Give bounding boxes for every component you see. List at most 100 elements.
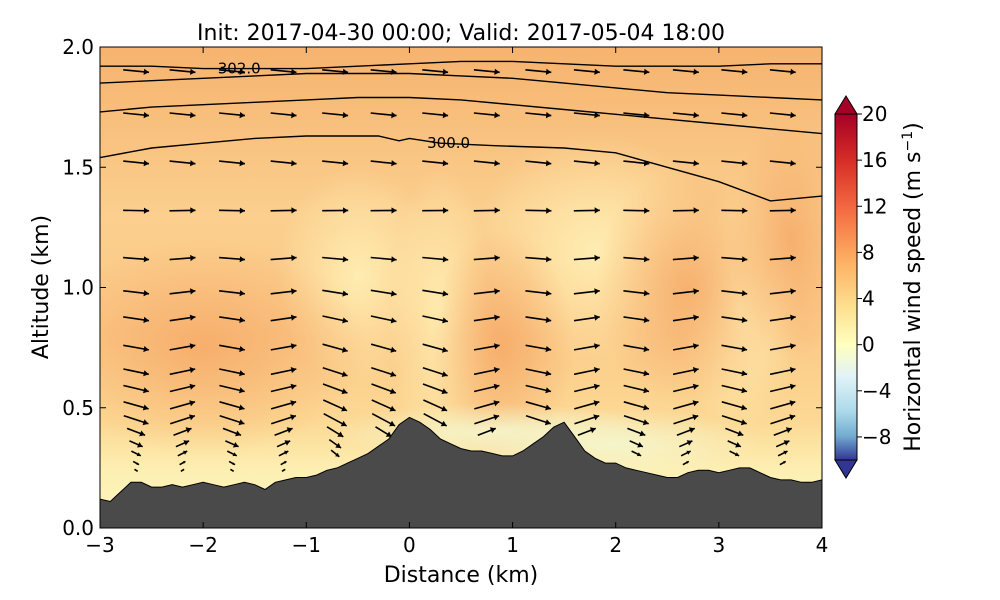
wind-arrow-head <box>143 207 150 214</box>
wind-arrow-head <box>693 207 699 214</box>
wind-arrow-head <box>789 367 796 374</box>
wind-arrow-head <box>546 256 552 263</box>
wind-arrow-head <box>790 160 796 167</box>
x-tick-label: 3 <box>712 533 725 557</box>
colorbar-label-superscript: −1 <box>900 131 916 152</box>
colorbar-tick-label: 12 <box>862 194 887 218</box>
wind-arrow-head <box>741 290 748 297</box>
potential-temperature-contours <box>100 60 822 202</box>
wind-arrow-head <box>790 343 796 350</box>
wind-arrow-head <box>494 314 500 321</box>
wind-arrow-head <box>291 160 297 167</box>
wind-arrow-head <box>239 256 245 263</box>
wind-arrow-head <box>643 387 649 394</box>
wind-arrow-head <box>389 388 396 395</box>
wind-arrow-head <box>190 254 196 262</box>
wind-arrow-head <box>594 207 600 214</box>
chart-title: Init: 2017-04-30 00:00; Valid: 2017-05-0… <box>197 21 725 46</box>
wind-arrow-head <box>693 112 699 119</box>
wind-arrow-head <box>391 256 397 263</box>
wind-arrow-head <box>441 388 448 395</box>
wind-arrow-head <box>290 343 297 350</box>
wind-arrow-head <box>692 383 699 390</box>
wind-arrow-head <box>343 207 349 214</box>
wind-arrow-head <box>493 400 500 407</box>
wind-arrow-head <box>239 346 245 353</box>
y-tick-label: 0.0 <box>62 516 94 540</box>
wind-arrow-head <box>693 254 699 262</box>
wind-arrow-head <box>335 442 341 448</box>
wind-arrow-head <box>545 316 552 323</box>
wind-arrow-head <box>189 383 196 390</box>
colorbar-tick-label: 0 <box>862 333 875 357</box>
wind-arrow-head <box>390 317 397 324</box>
wind-arrow-head <box>639 430 646 437</box>
wind-arrow-head <box>442 112 449 119</box>
plot-area: −3 −2 −1 0 1 2 3 4 0.0 0.5 1.0 1.5 2.0 302.0 300.0 <box>62 35 828 557</box>
wind-arrow-head <box>545 346 552 353</box>
x-axis: −3 −2 −1 0 1 2 3 4 <box>85 47 828 557</box>
wind-arrow-head <box>189 414 195 421</box>
wind-arrow-head <box>341 346 348 353</box>
wind-arrow-head <box>545 370 552 377</box>
colorbar-body <box>834 113 858 461</box>
wind-arrow-head <box>790 314 796 321</box>
wind-arrow-head <box>594 68 600 75</box>
wind-arrow-head <box>283 461 287 464</box>
wind-arrow-head <box>342 317 348 324</box>
wind-arrow-head <box>183 450 188 455</box>
wind-arrow-head <box>546 207 552 214</box>
x-tick-label: −3 <box>85 533 114 557</box>
wind-arrow-head <box>545 160 552 167</box>
wind-arrow-head <box>692 400 699 407</box>
wind-arrow-head <box>494 160 500 167</box>
wind-arrow-head <box>239 112 245 119</box>
wind-arrow-head <box>643 404 649 411</box>
wind-arrow-head <box>284 440 291 446</box>
x-tick-label: 1 <box>506 533 519 557</box>
wind-arrow-head <box>742 207 748 214</box>
wind-arrow-head <box>290 414 296 421</box>
wind-arrow-head <box>594 160 600 167</box>
wind-arrow-head <box>686 450 691 455</box>
wind-arrow-head <box>594 254 600 262</box>
wind-arrow-head <box>239 370 245 377</box>
wind-arrow-head <box>342 68 349 75</box>
wind-arrow-head <box>545 112 552 119</box>
wind-arrow-head <box>189 400 195 407</box>
wind-arrow-head <box>341 405 347 412</box>
wind-arrow-head <box>740 419 747 426</box>
wind-arrow-head <box>790 288 796 295</box>
wind-arrow-head <box>390 290 397 297</box>
wind-arrow-head <box>789 414 796 421</box>
wind-arrow-head <box>291 207 297 214</box>
wind-arrow-head <box>693 160 699 167</box>
wind-arrow-head <box>291 112 297 119</box>
wind-arrow-head <box>442 256 449 263</box>
wind-arrow-head <box>693 314 699 321</box>
wind-arrow-head <box>342 256 349 263</box>
wind-arrow-head <box>642 419 649 426</box>
wind-arrow-head <box>593 400 600 407</box>
wind-arrow-head <box>593 383 600 390</box>
wind-arrow-head <box>442 317 448 324</box>
wind-arrow-head <box>143 256 150 263</box>
wind-arrow-head <box>136 452 141 457</box>
wind-arrow-head <box>340 420 347 427</box>
wind-arrow-head <box>494 288 500 295</box>
wind-arrow-head <box>391 160 397 167</box>
y-tick-label: 1.5 <box>62 155 94 179</box>
y-tick-label: 0.5 <box>62 396 94 420</box>
wind-arrow-head <box>636 452 642 457</box>
terrain <box>100 416 822 528</box>
wind-arrow-head <box>239 68 245 75</box>
wind-arrow-head <box>741 316 748 323</box>
colorbar-tick-label: 20 <box>862 102 887 126</box>
wind-arrow-head <box>643 316 650 323</box>
colorbar-ticks: 20 16 12 8 4 0 −4 −8 <box>857 102 891 449</box>
colorbar-label: Horizontal wind speed (m s−1) <box>900 122 926 452</box>
wind-arrow-head <box>643 112 650 119</box>
wind-arrow-head <box>693 343 699 350</box>
wind-arrow-head <box>734 452 740 457</box>
contour-line <box>100 72 822 101</box>
